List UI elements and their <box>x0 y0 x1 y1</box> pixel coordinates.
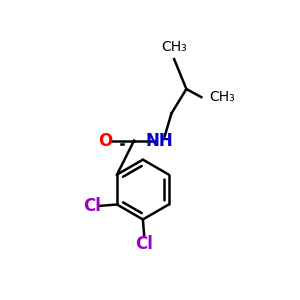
Text: CH₃: CH₃ <box>161 40 187 54</box>
Text: NH: NH <box>146 132 174 150</box>
Text: Cl: Cl <box>84 197 101 215</box>
Text: CH₃: CH₃ <box>209 90 235 104</box>
Text: O: O <box>98 132 112 150</box>
Text: Cl: Cl <box>135 235 153 253</box>
